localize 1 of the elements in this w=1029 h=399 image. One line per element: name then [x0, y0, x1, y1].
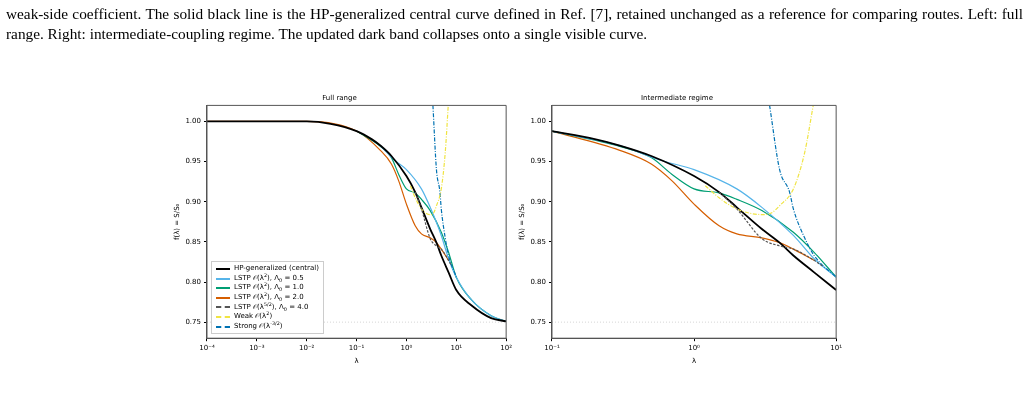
text: weak-side coefficient. The solid black line is the HP-generalized central curve defined in Ref. [7], retained unchanged as a reference for comparing routes. Left: full range. Right: intermediate-coupling regime. The updated dark band collapses onto a single visible curve.: [6, 4, 1023, 44]
